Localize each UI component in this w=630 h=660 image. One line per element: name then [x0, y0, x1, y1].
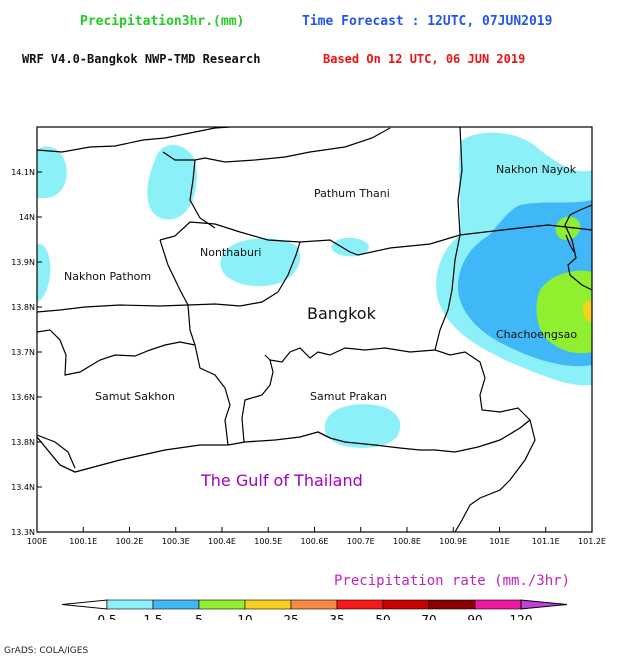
- label-samut-sakhon: Samut Sakhon: [95, 390, 175, 403]
- lon-tick-label: 100.3E: [162, 537, 190, 546]
- legend-label: 5: [195, 613, 203, 620]
- latitude-axis: 14.1N 14N 13.9N 13.8N 13.7N 13.6N 13.8N 13.4N 13…: [11, 168, 42, 537]
- legend-arrow-high: [520, 599, 568, 610]
- legend-swatch: [290, 599, 338, 610]
- forecast-time: Time Forecast : 12UTC, 07JUN2019: [302, 14, 553, 29]
- lon-tick-label: 100.8E: [393, 537, 421, 546]
- legend-label: 10: [237, 613, 252, 620]
- lat-tick-label: 13.6N: [11, 393, 35, 402]
- lon-tick-label: 100.7E: [347, 537, 375, 546]
- rain-patch-prakan: [324, 404, 401, 448]
- legend-label: 120: [510, 613, 533, 620]
- lat-tick-label: 13.4N: [11, 483, 35, 492]
- rain-peak-east: [583, 300, 592, 322]
- legend-label: 70: [421, 613, 436, 620]
- legend-arrow-low: [61, 599, 108, 610]
- rain-patch-north: [147, 145, 197, 220]
- region-labels: Nakhon Nayok Pathum Thani Nonthaburi Nak…: [64, 163, 577, 490]
- legend-label: 0.5: [97, 613, 116, 620]
- rain-patch-pathum: [331, 237, 369, 257]
- legend-label: 25: [283, 613, 298, 620]
- lon-tick-label: 101.2E: [578, 537, 606, 546]
- based-on-time: Based On 12 UTC, 06 JUN 2019: [323, 52, 526, 66]
- lat-tick-label: 13.3N: [11, 528, 35, 537]
- coastline: [37, 419, 531, 473]
- rain-core-east: [536, 270, 592, 354]
- lon-tick-label: 101.1E: [532, 537, 560, 546]
- legend-swatch: [152, 599, 200, 610]
- label-gulf-of-thailand: The Gulf of Thailand: [200, 471, 363, 490]
- legend-swatch: [244, 599, 292, 610]
- legend-title: Precipitation rate (mm./3hr): [334, 573, 571, 589]
- legend-swatch: [106, 599, 154, 610]
- lat-tick-label: 13.8N: [11, 438, 35, 447]
- lon-tick-label: 100.5E: [254, 537, 282, 546]
- lat-tick-label: 13.7N: [11, 348, 35, 357]
- label-pathum-thani: Pathum Thani: [314, 187, 390, 200]
- lat-tick-label: 14N: [19, 213, 35, 222]
- lon-tick-label: 100.9E: [439, 537, 467, 546]
- grads-credit: GrADS: COLA/IGES: [4, 646, 89, 656]
- model-name: WRF V4.0-Bangkok NWP-TMD Research: [22, 52, 261, 66]
- rain-patch-nonthaburi: [220, 238, 301, 287]
- legend-label: 35: [329, 613, 344, 620]
- color-legend: 0.5 1.5 5 10 25 35 50 70 90 120: [61, 599, 568, 620]
- legend-label: 90: [467, 613, 482, 620]
- precipitation-shading: [37, 132, 592, 448]
- legend-swatch: [428, 599, 476, 610]
- lon-tick-label: 100.1E: [69, 537, 97, 546]
- longitude-axis: 100E 100.1E 100.2E 100.3E 100.4E 100.5E 100.6E…: [27, 527, 606, 546]
- label-nonthaburi: Nonthaburi: [200, 246, 262, 259]
- lon-tick-label: 100.6E: [301, 537, 329, 546]
- label-bangkok: Bangkok: [307, 304, 377, 323]
- precipitation-map: 100E 100.1E 100.2E 100.3E 100.4E 100.5E 100.6E…: [11, 126, 606, 620]
- legend-swatch: [474, 599, 522, 610]
- lon-tick-label: 100E: [27, 537, 47, 546]
- rain-core-north-east: [555, 216, 581, 240]
- rain-patch-west: [37, 244, 51, 302]
- legend-swatch: [382, 599, 430, 610]
- legend-swatch: [336, 599, 384, 610]
- lon-tick-label: 100.4E: [208, 537, 236, 546]
- province-boundaries: [37, 127, 592, 532]
- legend-swatch: [198, 599, 246, 610]
- label-nakhon-pathom: Nakhon Pathom: [64, 270, 151, 283]
- legend-label: 1.5: [143, 613, 162, 620]
- variable-title: Precipitation3hr.(mm): [80, 14, 245, 29]
- label-samut-prakan: Samut Prakan: [310, 390, 387, 403]
- lat-tick-label: 13.8N: [11, 303, 35, 312]
- label-chachoengsao: Chachoengsao: [496, 328, 577, 341]
- lat-tick-label: 14.1N: [11, 168, 35, 177]
- label-nakhon-nayok: Nakhon Nayok: [496, 163, 577, 176]
- lon-tick-label: 100.2E: [116, 537, 144, 546]
- legend-label: 50: [375, 613, 390, 620]
- rain-patch-northwest: [37, 146, 67, 199]
- lat-tick-label: 13.9N: [11, 258, 35, 267]
- lon-tick-label: 101E: [489, 537, 509, 546]
